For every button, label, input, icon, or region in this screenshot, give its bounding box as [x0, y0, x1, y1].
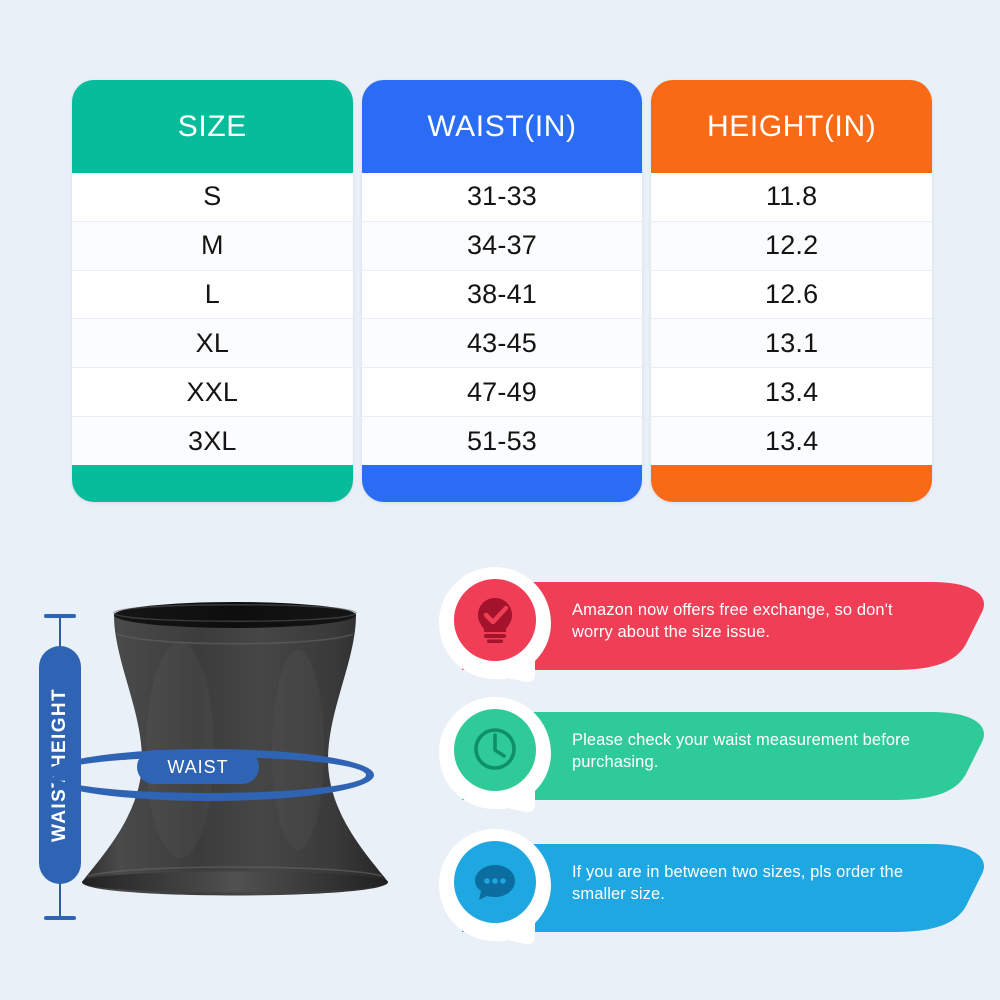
product-illustration: WAIST HEIGHT: [12, 556, 430, 976]
table-cell-size-xxl: XXL: [72, 368, 353, 418]
table-cell-height-3xl: 13.4: [651, 417, 933, 465]
table-cell-waist-xl: 43-45: [361, 319, 643, 369]
chat-bubble-icon: [466, 852, 524, 910]
table-cell-size-s: S: [72, 173, 353, 222]
measure-cap-top-icon: [44, 614, 76, 618]
table-cell-size-m: M: [72, 221, 353, 271]
column-body-waist: 31-33 34-37 38-41 43-45 47-49 51-53: [361, 173, 643, 465]
table-cell-waist-l: 38-41: [361, 270, 643, 320]
notice-item-between-sizes: If you are in between two sizes, pls ord…: [434, 824, 990, 950]
lightbulb-check-icon: [466, 590, 524, 648]
table-cell-size-xl: XL: [72, 319, 353, 369]
measure-cap-bottom-icon: [44, 916, 76, 920]
size-chart-column-size: SIZE S M L XL XXL 3XL: [72, 80, 353, 502]
table-cell-waist-xxl: 47-49: [361, 368, 643, 418]
column-footer-waist: [361, 465, 643, 502]
column-footer-size: [72, 465, 353, 502]
clock-icon: [466, 720, 524, 778]
size-chart-column-waist: WAIST(IN) 31-33 34-37 38-41 43-45 47-49 …: [361, 80, 643, 502]
waist-ring-label: WAIST: [137, 750, 259, 784]
table-cell-height-s: 11.8: [651, 173, 933, 222]
column-header-size: SIZE: [72, 80, 353, 173]
size-chart-column-height: HEIGHT(IN) 11.8 12.2 12.6 13.1 13.4 13.4: [651, 80, 933, 502]
notice-ribbon: [462, 578, 990, 674]
table-cell-height-l: 12.6: [651, 270, 933, 320]
table-cell-height-xxl: 13.4: [651, 368, 933, 418]
table-cell-height-m: 12.2: [651, 221, 933, 271]
table-cell-height-xl: 13.1: [651, 319, 933, 369]
column-body-size: S M L XL XXL 3XL: [72, 173, 353, 465]
column-footer-height: [651, 465, 933, 502]
table-cell-size-3xl: 3XL: [72, 417, 353, 465]
column-body-height: 11.8 12.2 12.6 13.1 13.4 13.4: [651, 173, 933, 465]
notice-item-exchange: Amazon now offers free exchange, so don'…: [434, 562, 990, 688]
notice-text: If you are in between two sizes, pls ord…: [572, 863, 904, 903]
table-cell-waist-3xl: 51-53: [361, 417, 643, 465]
table-cell-size-l: L: [72, 270, 353, 320]
notice-ribbon: [462, 840, 990, 936]
table-cell-waist-s: 31-33: [361, 173, 643, 222]
table-cell-waist-m: 34-37: [361, 221, 643, 271]
column-header-height: HEIGHT(IN): [651, 80, 933, 173]
waist-label-text: WAIST: [167, 756, 229, 777]
notice-text: Amazon now offers free exchange, so don'…: [572, 601, 893, 641]
size-chart-table: SIZE S M L XL XXL 3XL WAIST(IN) 31-33 34…: [72, 80, 933, 502]
notice-text: Please check your waist measurement befo…: [572, 731, 911, 771]
notice-list: Amazon now offers free exchange, so don'…: [434, 556, 990, 964]
notice-ribbon: [462, 708, 990, 804]
notice-item-measure: Please check your waist measurement befo…: [434, 692, 990, 818]
column-header-waist: WAIST(IN): [361, 80, 643, 173]
